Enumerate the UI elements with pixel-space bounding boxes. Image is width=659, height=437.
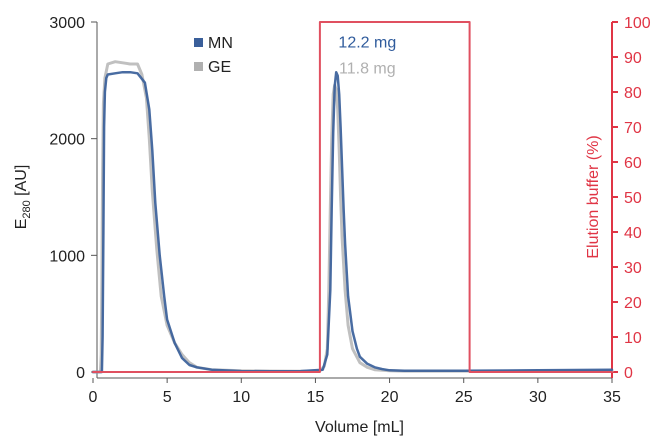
y2-tick-label: 90: [624, 50, 642, 67]
y2-tick-label: 20: [624, 295, 642, 312]
y2-tick-label: 100: [624, 15, 651, 32]
series-line-mn: [91, 70, 614, 374]
y2-tick-label: 30: [624, 260, 642, 277]
legend-swatch-ge: [194, 62, 203, 71]
y2-tick-label: 10: [624, 330, 642, 347]
x-tick-label: 25: [455, 389, 473, 406]
annotation-label: 12.2 mg: [338, 35, 396, 52]
y2-tick-label: 40: [624, 225, 642, 242]
x-tick-label: 30: [529, 389, 547, 406]
x-axis-title: Volume [mL]: [315, 419, 404, 436]
labels-layer: MN GE 12.2 mg 11.8 mg Volume [mL] E280 [AU] El…: [13, 35, 602, 436]
y2-tick-label: 50: [624, 190, 642, 207]
x-tick-label: 15: [307, 389, 325, 406]
x-tick-label: 5: [163, 389, 172, 406]
y-tick-label: 3000: [49, 15, 85, 32]
legend-swatch-mn: [194, 38, 203, 47]
x-tick-label: 35: [603, 389, 621, 406]
y2-tick-label: 60: [624, 155, 642, 172]
annotation-label: 11.8 mg: [339, 60, 396, 77]
series-layer: [91, 21, 614, 374]
y-axis-title: E280 [AU]: [13, 165, 33, 230]
y2-tick-label: 70: [624, 120, 642, 137]
y-tick-label: 0: [76, 365, 85, 382]
x-tick-label: 20: [381, 389, 399, 406]
y-tick-label: 2000: [49, 132, 85, 149]
x-tick-label: 10: [232, 389, 250, 406]
y2-tick-label: 0: [624, 365, 633, 382]
y2-tick-label: 80: [624, 85, 642, 102]
y2-axis-title: Elution buffer (%): [585, 135, 602, 258]
y-tick-label: 1000: [49, 248, 85, 265]
legend-label-ge: GE: [208, 59, 231, 76]
legend-label-mn: MN: [208, 35, 233, 52]
series-line-elution-buffer: [92, 21, 613, 373]
x-tick-label: 0: [89, 389, 98, 406]
